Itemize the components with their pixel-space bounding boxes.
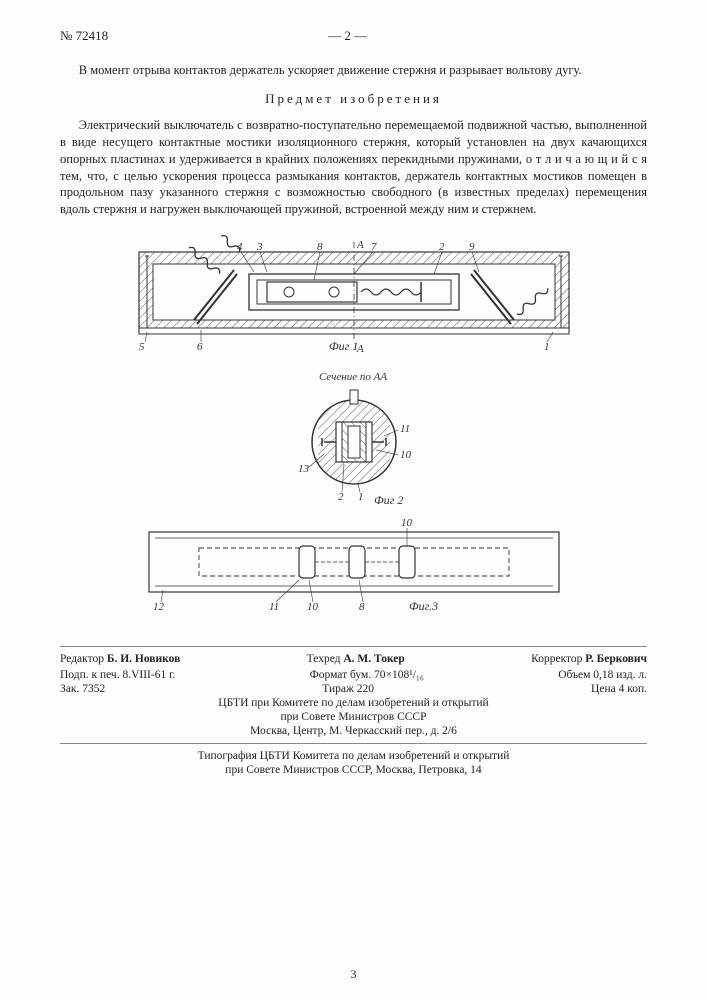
- pub-org2: при Совете Министров СССР: [60, 711, 647, 723]
- svg-text:13: 13: [298, 463, 310, 475]
- pub-volume: Объем 0,18 изд. л.: [558, 669, 647, 681]
- svg-text:6: 6: [197, 341, 203, 353]
- svg-text:2: 2: [338, 491, 344, 503]
- intro-paragraph: В момент отрыва контактов держатель уско…: [60, 62, 647, 79]
- fig1-group: А А 4 3 8 7 2 9 5 6 1 Фиг 1: [139, 234, 569, 355]
- fig1-caption: Фиг 1: [329, 339, 358, 353]
- pub-price: Цена 4 коп.: [591, 683, 647, 695]
- svg-text:9: 9: [469, 241, 475, 253]
- fig1-section-a-top: А: [356, 239, 364, 251]
- pub-order: Зак. 7352: [60, 683, 105, 695]
- page-marker: — 2 —: [108, 28, 587, 44]
- pub-row-2: Зак. 7352 Тираж 220 Цена 4 коп.: [60, 683, 647, 695]
- svg-text:11: 11: [400, 423, 410, 435]
- editor: Редактор Б. И. Новиков: [60, 653, 180, 665]
- fig2-group: 11 10 13 2 1 Фиг 2: [298, 390, 412, 507]
- pub-row-1: Подп. к печ. 8.VIII-61 г. Формат бум. 70…: [60, 669, 647, 681]
- svg-text:4: 4: [237, 241, 243, 253]
- svg-text:1: 1: [358, 491, 364, 503]
- credits-row: Редактор Б. И. Новиков Техред А. М. Токе…: [60, 646, 647, 665]
- editor-name: Б. И. Новиков: [107, 653, 180, 665]
- document-number: № 72418: [60, 28, 108, 44]
- fig1-section-label: Сечение по АА: [319, 371, 387, 383]
- page-header: № 72418 — 2 —: [60, 28, 647, 44]
- typography-block: Типография ЦБТИ Комитета по делам изобре…: [60, 743, 647, 776]
- editor-label: Редактор: [60, 653, 104, 665]
- techred: Техред А. М. Токер: [307, 653, 405, 665]
- corrector: Корректор Р. Беркович: [531, 653, 647, 665]
- svg-text:11: 11: [269, 601, 279, 613]
- svg-text:8: 8: [359, 601, 365, 613]
- fig3-caption: Фиг.3: [409, 599, 438, 613]
- svg-text:10: 10: [400, 449, 412, 461]
- svg-text:1: 1: [544, 341, 550, 353]
- svg-text:3: 3: [256, 241, 263, 253]
- svg-text:10: 10: [307, 601, 319, 613]
- svg-text:5: 5: [139, 341, 145, 353]
- pub-tirage: Тираж 220: [322, 683, 374, 695]
- pub-date: Подп. к печ. 8.VIII-61 г.: [60, 669, 175, 681]
- tech-label: Техред: [307, 653, 341, 665]
- figures-svg: А А 4 3 8 7 2 9 5 6 1 Фиг 1 Сечение по А…: [119, 232, 589, 632]
- svg-text:2: 2: [439, 241, 445, 253]
- corrector-label: Корректор: [531, 653, 582, 665]
- corrector-name: Р. Беркович: [585, 653, 647, 665]
- footer-page-number: 3: [351, 967, 357, 982]
- svg-text:8: 8: [317, 241, 323, 253]
- pub-format: Формат бум. 70×108¹/₁₆: [310, 669, 424, 681]
- claim-paragraph: Электрический выключатель с возвратно-по…: [60, 117, 647, 218]
- svg-text:10: 10: [401, 517, 413, 529]
- fig3-group: 12 11 10 8 10 Фиг.3: [149, 517, 559, 613]
- tech-name: А. М. Токер: [343, 653, 404, 665]
- svg-text:12: 12: [153, 601, 165, 613]
- header-filler: [587, 28, 647, 44]
- svg-text:7: 7: [371, 241, 377, 253]
- pub-addr: Москва, Центр, М. Черкасский пер., д. 2/…: [60, 725, 647, 737]
- page-container: № 72418 — 2 — В момент отрыва контактов …: [0, 0, 707, 1000]
- pub-typ2: при Совете Министров СССР, Москва, Петро…: [60, 764, 647, 776]
- pub-typ1: Типография ЦБТИ Комитета по делам изобре…: [60, 750, 647, 762]
- section-title: Предмет изобретения: [60, 91, 647, 107]
- pub-org1: ЦБТИ при Комитете по делам изобретений и…: [60, 697, 647, 709]
- fig2-caption: Фиг 2: [374, 493, 403, 507]
